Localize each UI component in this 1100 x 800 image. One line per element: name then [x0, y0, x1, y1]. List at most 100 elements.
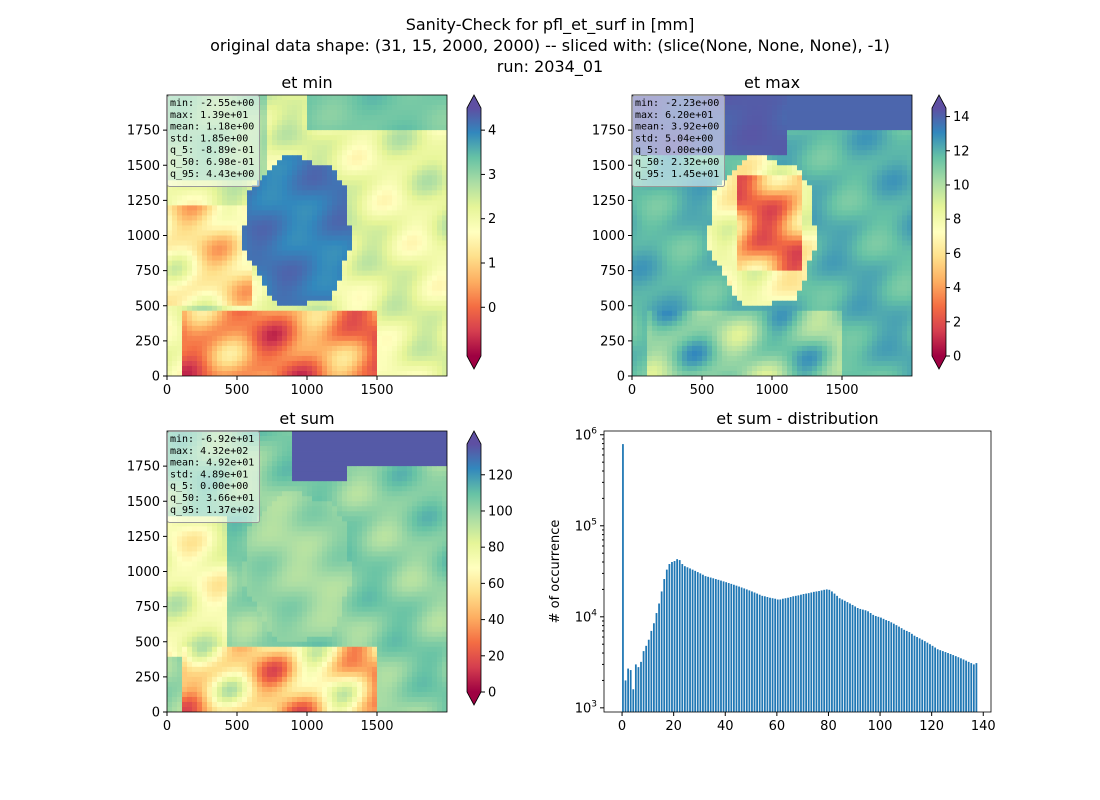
- heatmap-cell: [257, 350, 263, 357]
- heatmap-cell: [707, 240, 713, 246]
- heatmap-cell: [767, 205, 773, 211]
- heatmap-cell: [277, 345, 283, 352]
- heatmap-cell: [367, 130, 373, 136]
- heatmap-cell: [727, 250, 733, 256]
- heatmap-cell: [782, 115, 788, 121]
- heatmap-cell: [902, 130, 908, 136]
- heatmap-cell: [672, 250, 678, 256]
- heatmap-cell: [372, 225, 378, 231]
- heatmap-cell: [397, 320, 403, 327]
- heatmap-cell: [362, 305, 368, 312]
- heatmap-cell: [322, 315, 328, 322]
- y-tick-label: 750: [135, 264, 160, 279]
- heatmap-cell: [267, 325, 273, 332]
- heatmap-cell: [672, 205, 678, 211]
- heatmap-cell: [397, 260, 403, 267]
- heatmap-cell: [312, 300, 318, 307]
- heatmap-cell: [892, 160, 898, 166]
- heatmap-cell: [772, 105, 778, 111]
- heatmap-cell: [772, 225, 778, 231]
- heatmap-cell: [272, 105, 278, 111]
- heatmap-cell: [332, 100, 338, 106]
- heatmap-cell: [382, 145, 388, 151]
- heatmap-cell: [182, 285, 188, 292]
- heatmap-cell: [822, 220, 828, 226]
- heatmap-cell: [737, 205, 743, 211]
- heatmap-cell: [362, 265, 368, 272]
- heatmap-cell: [357, 355, 363, 362]
- heatmap-cell: [297, 220, 303, 226]
- heatmap-cell: [292, 165, 298, 171]
- heatmap-cell: [262, 280, 268, 287]
- heatmap-cell: [897, 115, 903, 121]
- heatmap-cell: [747, 185, 753, 191]
- heatmap-cell: [742, 105, 748, 111]
- heatmap-cell: [272, 260, 278, 267]
- heatmap-cell: [757, 155, 763, 161]
- heatmap-cell: [312, 105, 318, 111]
- heatmap-cell: [257, 280, 263, 287]
- heatmap-cell: [697, 200, 703, 206]
- heatmap-cell: [757, 130, 763, 136]
- heatmap-cell: [392, 350, 398, 357]
- heatmap-cell: [212, 250, 218, 256]
- heatmap-cell: [892, 165, 898, 171]
- heatmap-cell: [862, 115, 868, 121]
- heatmap-cell: [437, 185, 443, 191]
- heatmap-cell: [362, 120, 368, 126]
- heatmap-cell: [267, 150, 273, 156]
- heatmap-cell: [317, 150, 323, 156]
- heatmap-cell: [827, 205, 833, 211]
- heatmap-cell: [352, 300, 358, 307]
- heatmap-cell: [337, 250, 343, 256]
- heatmap-cell: [227, 325, 233, 332]
- heatmap-cell: [402, 275, 408, 282]
- heatmap-cell: [342, 340, 348, 347]
- heatmap-cell: [727, 195, 733, 201]
- heatmap-cell: [227, 235, 233, 241]
- heatmap-cell: [757, 110, 763, 116]
- heatmap-cell: [242, 245, 248, 251]
- heatmap-cell: [437, 360, 443, 367]
- heatmap-cell: [347, 95, 353, 101]
- heatmap-cell: [737, 185, 743, 191]
- heatmap-cell: [292, 170, 298, 176]
- heatmap-cell: [242, 205, 248, 211]
- heatmap-cell: [732, 115, 738, 121]
- heatmap-cell: [837, 130, 843, 136]
- heatmap-cell: [242, 295, 248, 302]
- heatmap-cell: [772, 125, 778, 131]
- heatmap-cell: [427, 355, 433, 362]
- heatmap-cell: [182, 210, 188, 216]
- heatmap-cell: [202, 365, 208, 372]
- heatmap-cell: [702, 190, 708, 196]
- heatmap-cell: [687, 190, 693, 196]
- heatmap-cell: [292, 235, 298, 241]
- heatmap-cell: [362, 235, 368, 241]
- heatmap-cell: [402, 130, 408, 136]
- heatmap-cell: [877, 185, 883, 191]
- heatmap-cell: [787, 160, 793, 166]
- heatmap-cell: [902, 190, 908, 196]
- y-tick-label: 1250: [127, 194, 160, 209]
- heatmap-cell: [807, 195, 813, 201]
- heatmap-cell: [367, 370, 373, 376]
- heatmap-cell: [337, 165, 343, 171]
- heatmap-cell: [397, 210, 403, 216]
- heatmap-cell: [377, 115, 383, 121]
- heatmap-cell: [407, 275, 413, 282]
- heatmap-cell: [397, 315, 403, 322]
- heatmap-cell: [192, 250, 198, 256]
- heatmap-cell: [362, 135, 368, 141]
- heatmap-cell: [787, 220, 793, 226]
- heatmap-cell: [187, 230, 193, 236]
- heatmap-cell: [907, 170, 912, 176]
- heatmap-cell: [687, 220, 693, 226]
- heatmap-cell: [182, 250, 188, 256]
- heatmap-cell: [312, 205, 318, 211]
- y-tick-label: 250: [135, 334, 160, 349]
- heatmap-cell: [267, 110, 273, 116]
- heatmap-cell: [427, 160, 433, 166]
- heatmap-cell: [842, 100, 848, 106]
- heatmap-cell: [842, 170, 848, 176]
